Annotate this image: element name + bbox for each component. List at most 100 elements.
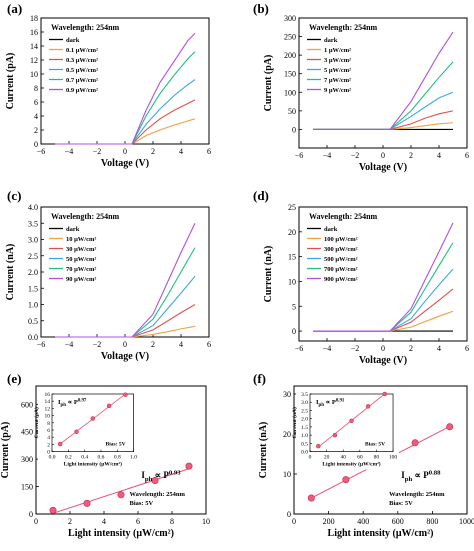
y-tick-label: 0: [34, 140, 38, 149]
plot-frame: [309, 393, 394, 452]
x-axis-label: Voltage (V): [359, 355, 407, 366]
series-line: [55, 275, 196, 338]
panel-a: (a) −6 −4 −2 0 2 4 6 0 2 4 6 8 10 12 14 16 18 Voltage (V) C…: [5, 1, 211, 169]
y-tick-label: 3.0: [301, 400, 308, 406]
y-tick-label: 0.5: [301, 441, 308, 447]
y-tick-label: 0.0: [28, 333, 38, 342]
legend-label: dark: [324, 226, 338, 233]
legend-label: dark: [66, 226, 80, 233]
y-tick-label: 30: [283, 390, 291, 399]
y-axis-label: Current (pA): [0, 422, 11, 479]
x-tick-label: −2: [93, 147, 102, 156]
x-tick-label: −4: [65, 340, 74, 349]
wavelength-annotation: Wavelength: 254nm: [51, 212, 120, 221]
x-tick-label: 0: [381, 344, 385, 353]
y-axis-label: Current (nA): [291, 407, 298, 438]
x-tick-label: 0.4: [81, 455, 88, 461]
y-tick-label: 4.0: [28, 203, 38, 212]
x-tick-label: 2: [68, 517, 72, 526]
x-tick-label: 0.2: [65, 455, 72, 461]
y-tick-label: 300: [21, 455, 33, 464]
inset-data-point: [74, 429, 79, 435]
x-tick-label: 1.0: [130, 455, 137, 461]
measurement-annotation: Wavelength: 254nm: [130, 491, 186, 498]
legend-label: 1 μW/cm²: [324, 47, 351, 54]
x-tick-label: −6: [295, 344, 304, 353]
y-tick-label: 300: [284, 14, 296, 23]
data-point: [117, 491, 125, 499]
y-tick-label: 5: [292, 302, 296, 311]
y-tick-label: 3.5: [301, 392, 308, 398]
y-tick-label: 2: [34, 126, 38, 135]
legend-label: 90 μW/cm²: [66, 276, 96, 283]
data-point: [185, 462, 193, 470]
y-tick-label: 1.5: [28, 284, 38, 293]
inset-bias-label: Bias: 5V: [365, 442, 385, 448]
y-tick-label: 2.5: [28, 252, 38, 261]
x-tick-label: 6: [136, 517, 140, 526]
y-tick-label: 25: [288, 203, 296, 212]
x-tick-label: −2: [351, 151, 360, 160]
legend-label: 0.7 μW/cm²: [66, 77, 98, 84]
x-tick-label: 40: [340, 455, 346, 461]
plot-frame: [35, 385, 207, 515]
legend-label: 30 μW/cm²: [66, 246, 96, 253]
series-line: [55, 51, 196, 145]
inset-background: [296, 390, 400, 470]
inset-data-point: [332, 432, 338, 438]
inset-data-point: [57, 441, 63, 447]
x-tick-label: 0: [381, 151, 385, 160]
x-tick-label: 4: [179, 147, 183, 156]
measurement-annotation: Bias: 5V: [389, 500, 413, 507]
wavelength-annotation: Wavelength: 254nm: [309, 23, 378, 32]
x-tick-label: −6: [37, 147, 46, 156]
series-line: [313, 288, 454, 332]
y-tick-label: 1.5: [301, 425, 308, 431]
fit-line: [52, 468, 190, 514]
panel-c: (c) −6 −4 −2 0 2 4 6 0.0 0.5 1.0 1.5 2.0 2.5 3.0 3.5 4.0…: [5, 188, 211, 362]
data-point: [342, 476, 350, 484]
x-tick-label: 6: [207, 147, 211, 156]
series-line: [313, 122, 454, 130]
x-tick-label: 0.0: [49, 455, 56, 461]
y-tick-label: 8: [47, 421, 50, 427]
y-tick-label: 20: [283, 430, 291, 439]
legend-label: 7 μW/cm²: [324, 77, 351, 84]
x-tick-label: 2: [151, 340, 155, 349]
series-line: [55, 304, 196, 338]
legend-label: 5 μW/cm²: [324, 67, 351, 74]
x-tick-label: −2: [351, 344, 360, 353]
data-point: [49, 506, 57, 514]
x-tick-label: 0.8: [114, 455, 121, 461]
x-tick-label: 60: [357, 455, 363, 461]
x-axis-label: Voltage (V): [101, 351, 149, 362]
plot-frame: [293, 385, 468, 515]
x-tick-label: 2: [409, 344, 413, 353]
legend-label: 3 μW/cm²: [324, 57, 351, 64]
y-tick-label: 4: [47, 435, 50, 441]
inset-data-point: [106, 403, 112, 409]
y-tick-label: 1.0: [28, 301, 38, 310]
series-line: [313, 310, 454, 332]
y-tick-label: 10: [283, 470, 291, 479]
x-tick-label: 0: [34, 517, 38, 526]
y-tick-label: 3.5: [28, 219, 38, 228]
measurement-annotation: Bias: 5V: [130, 500, 154, 507]
y-tick-label: 18: [30, 14, 38, 23]
series-line: [313, 91, 454, 130]
y-tick-label: 8: [34, 84, 38, 93]
x-axis-label: Light intensity (μW/cm²): [64, 461, 122, 468]
y-tick-label: 0: [287, 510, 291, 519]
y-tick-label: 14: [45, 399, 51, 405]
series-line: [55, 33, 196, 145]
x-tick-label: 0: [292, 517, 296, 526]
x-tick-label: 20: [324, 455, 330, 461]
y-axis-label: Current (pA): [33, 407, 40, 438]
y-tick-label: 15: [288, 253, 296, 262]
x-tick-label: −2: [93, 340, 102, 349]
y-tick-label: 6: [47, 428, 50, 434]
inset-power-law-label: Iph ∝ P0.97: [58, 398, 87, 408]
